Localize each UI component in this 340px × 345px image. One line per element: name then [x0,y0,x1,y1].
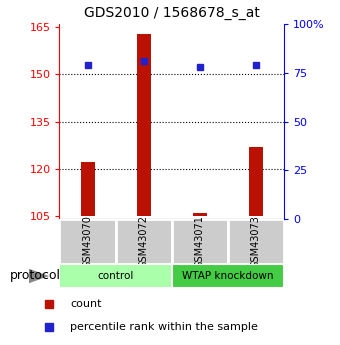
Text: GSM43070: GSM43070 [83,215,92,268]
Bar [172,219,228,264]
Bar [59,219,116,264]
Text: percentile rank within the sample: percentile rank within the sample [70,323,258,332]
Text: GSM43072: GSM43072 [139,215,149,268]
Text: control: control [98,271,134,281]
Bar [59,264,172,288]
Bar [193,213,207,216]
Bar [137,33,151,216]
Bar [228,219,284,264]
Text: GSM43071: GSM43071 [195,215,205,268]
Title: GDS2010 / 1568678_s_at: GDS2010 / 1568678_s_at [84,6,260,20]
Bar [116,219,172,264]
Bar [249,147,263,216]
Text: protocol: protocol [10,269,61,283]
Text: count: count [70,299,101,309]
Text: WTAP knockdown: WTAP knockdown [182,271,274,281]
Bar [81,162,95,216]
Bar [172,264,284,288]
Text: GSM43073: GSM43073 [251,215,261,268]
Polygon shape [29,269,49,283]
